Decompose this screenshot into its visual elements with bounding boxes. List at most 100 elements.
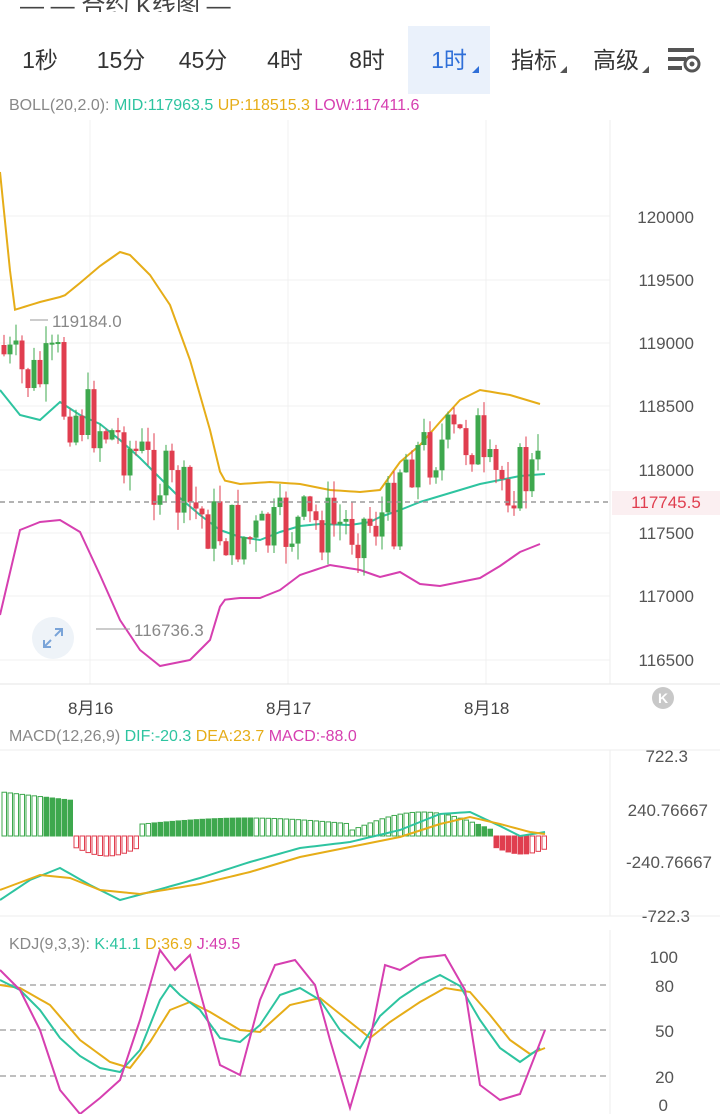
macd-bar — [271, 817, 277, 837]
macd-bar — [541, 835, 547, 850]
candle-body — [289, 543, 295, 547]
macd-bar — [367, 822, 373, 837]
macd-bar — [265, 817, 271, 837]
macd-bar — [193, 819, 199, 837]
macd-tick: 722.3 — [645, 747, 688, 766]
macd-bar — [337, 822, 343, 837]
kdj-k-line — [0, 973, 541, 1074]
scroll-to-latest-button[interactable]: K — [652, 687, 674, 709]
macd-bar — [517, 835, 523, 855]
candle-body — [73, 415, 79, 443]
candle-body — [79, 415, 85, 435]
macd-bar — [457, 817, 463, 837]
candle-body — [19, 340, 25, 370]
macd-bar — [121, 835, 127, 854]
macd-bar — [91, 835, 97, 855]
candle-body — [37, 359, 43, 385]
macd-bar — [19, 793, 25, 837]
candle-body — [409, 459, 415, 488]
price-tick: 119000 — [638, 334, 694, 353]
boll-upper-line — [0, 171, 541, 494]
dropdown-triangle-icon — [472, 66, 479, 73]
fullscreen-button[interactable] — [32, 617, 74, 659]
candle-body — [295, 516, 301, 544]
price-tick: 116500 — [638, 651, 694, 670]
candle-body — [271, 507, 277, 546]
dea-line — [0, 815, 546, 896]
boll-mid: MID:117963.5 — [113, 97, 214, 114]
macd-bar — [331, 821, 337, 837]
candle-body — [517, 447, 523, 509]
expand-icon — [43, 628, 63, 648]
candle-body — [187, 466, 193, 503]
macd-bar — [253, 817, 259, 837]
macd-chart[interactable] — [0, 720, 720, 930]
candle-body — [121, 432, 127, 476]
candle-body — [235, 504, 241, 560]
macd-bar — [481, 826, 487, 837]
candle-body — [355, 544, 361, 559]
boll-up: UP:118515.3 — [217, 97, 310, 114]
candlestick-chart[interactable] — [0, 0, 720, 720]
macd-bar — [535, 835, 541, 852]
candle-body — [481, 415, 487, 458]
tab-indicators[interactable]: 指标 — [494, 26, 574, 94]
price-tick: 119500 — [638, 271, 694, 290]
candle-body — [373, 525, 379, 537]
macd-bar — [307, 819, 313, 837]
candle-body — [343, 518, 349, 522]
current-price-tag: 117745.5 — [612, 491, 720, 515]
macd-bar — [1, 791, 7, 837]
candle-body — [307, 496, 313, 512]
macd-tick: -240.76667 — [625, 853, 712, 872]
tab-label: 15分 — [96, 47, 146, 73]
candle-body — [247, 537, 253, 540]
macd-bar — [133, 835, 139, 850]
macd-bar — [157, 821, 163, 837]
kdj-chart[interactable] — [0, 930, 720, 1114]
candle-body — [463, 428, 469, 456]
macd-bar — [163, 821, 169, 837]
macd-bar — [469, 821, 475, 837]
tab-8h[interactable]: 8时 — [326, 26, 408, 94]
kdj-tick: 50 — [655, 1022, 674, 1041]
macd-dif: DIF:-20.3 — [124, 728, 192, 745]
tab-advanced[interactable]: 高级 — [576, 26, 656, 94]
candle-body — [151, 449, 157, 505]
kdj-k: K:41.1 — [94, 936, 141, 953]
tab-1s[interactable]: 1秒 — [0, 26, 80, 94]
candle-body — [91, 389, 97, 449]
candle-body — [61, 342, 67, 417]
tab-4h[interactable]: 4时 — [244, 26, 326, 94]
dropdown-triangle-icon — [560, 66, 567, 73]
macd-bar — [79, 835, 85, 851]
macd-bar — [391, 814, 397, 837]
tab-15m[interactable]: 15分 — [80, 26, 162, 94]
tab-label: 1时 — [431, 47, 467, 73]
kdj-d: D:36.9 — [145, 936, 193, 953]
candle-body — [523, 447, 529, 492]
candle-body — [421, 432, 427, 446]
candle-body — [97, 431, 103, 449]
macd-legend: MACD(12,26,9) DIF:-20.3 DEA:23.7 MACD:-8… — [9, 728, 357, 746]
price-tick: 118000 — [638, 461, 694, 480]
candle-body — [55, 342, 61, 345]
macd-bar — [487, 828, 493, 837]
macd-tick: 240.76667 — [627, 801, 708, 820]
candle-body — [361, 518, 367, 559]
candle-body — [469, 455, 475, 465]
candle-body — [529, 459, 535, 492]
macd-bar — [73, 835, 79, 849]
candle-body — [415, 445, 421, 488]
macd-bar — [463, 819, 469, 837]
candle-body — [499, 469, 505, 480]
candle-body — [7, 344, 13, 355]
chart-settings-icon[interactable] — [666, 46, 704, 76]
tab-45m[interactable]: 45分 — [162, 26, 244, 94]
tab-1h[interactable]: 1时 — [408, 26, 490, 94]
macd-bar — [49, 797, 55, 837]
candle-body — [217, 501, 223, 542]
candle-body — [433, 470, 439, 478]
macd-name: MACD(12,26,9) — [9, 728, 121, 745]
macd-bar — [373, 820, 379, 837]
